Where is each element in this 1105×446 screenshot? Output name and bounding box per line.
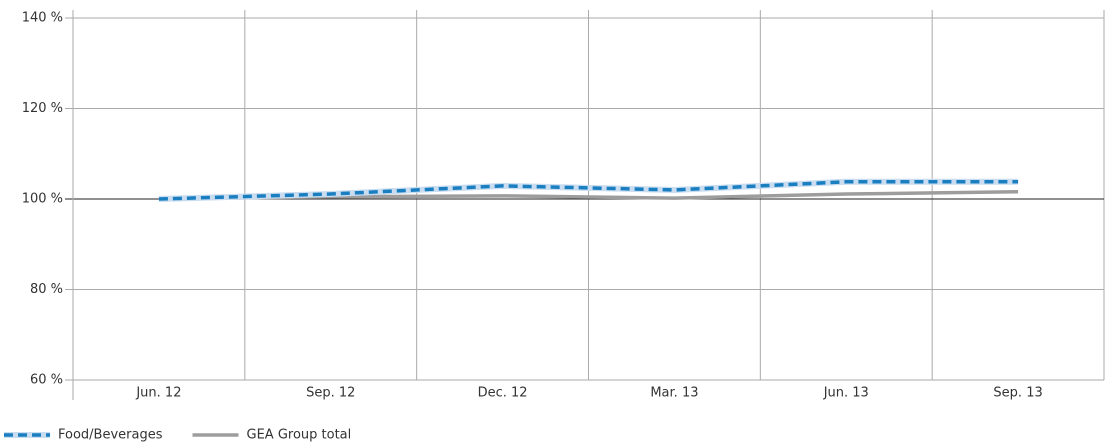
x-tick-label: Sep. 13 xyxy=(993,386,1042,401)
x-tick-label: Dec. 12 xyxy=(478,386,528,401)
legend-label: GEA Group total xyxy=(247,428,352,443)
legend-label: Food/Beverages xyxy=(58,428,163,443)
y-tick-label: 100 % xyxy=(22,192,63,207)
y-tick-label: 120 % xyxy=(22,101,63,116)
y-tick-label: 60 % xyxy=(30,373,63,388)
y-tick-label: 80 % xyxy=(30,282,63,297)
x-tick-label: Mar. 13 xyxy=(650,386,698,401)
y-tick-label: 140 % xyxy=(22,11,63,26)
x-tick-label: Jun. 12 xyxy=(135,386,181,401)
series-line xyxy=(158,180,1019,201)
x-tick-label: Sep. 12 xyxy=(306,386,355,401)
x-tick-label: Jun. 13 xyxy=(823,386,869,401)
